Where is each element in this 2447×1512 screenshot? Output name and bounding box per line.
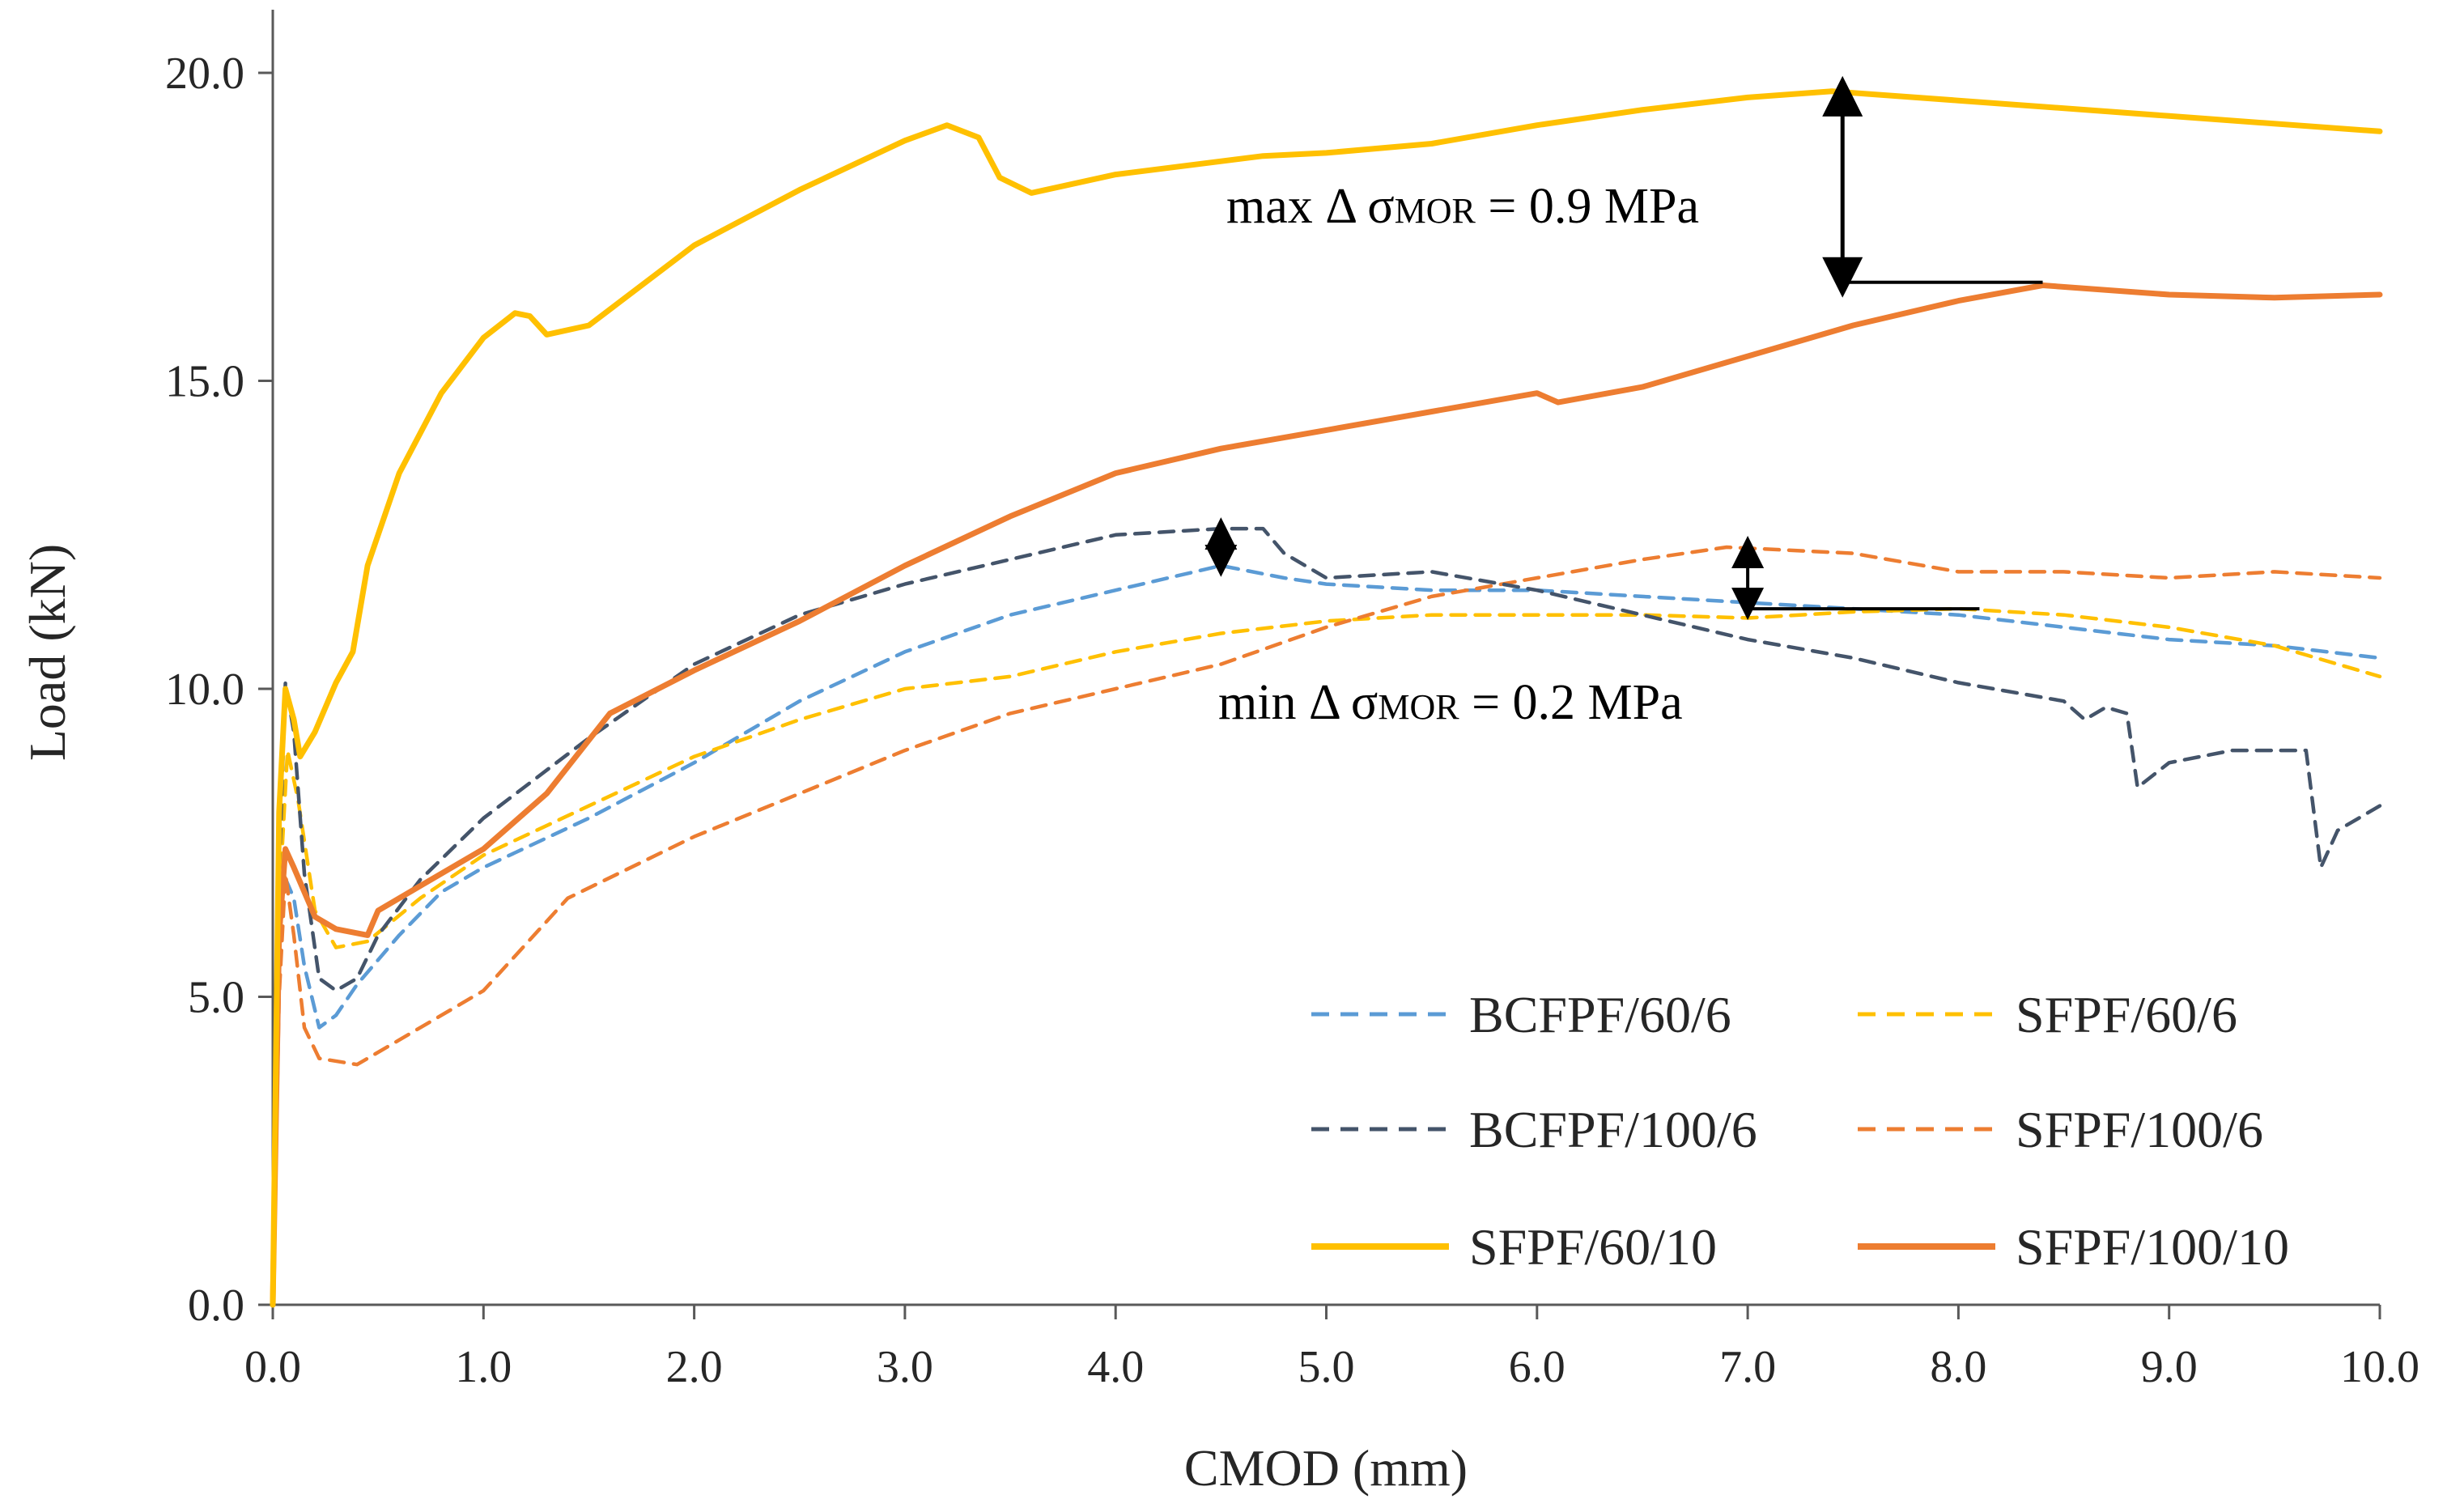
- max-delta-label-sub: MOR: [1395, 191, 1476, 231]
- x-tick-label: 1.0: [455, 1342, 512, 1392]
- y-tick-label: 0.0: [188, 1281, 244, 1331]
- x-tick-label: 8.0: [1930, 1342, 1986, 1392]
- max-delta-label: max Δ σMOR = 0.9 MPa: [1226, 179, 1699, 234]
- legend-label-sfpf-60-6: SFPF/60/6: [2016, 986, 2237, 1043]
- series-line-sfpf-100-10: [270, 282, 2383, 1308]
- x-tick-label: 3.0: [877, 1342, 933, 1392]
- y-tick-label: 10.0: [165, 665, 244, 715]
- legend-label-sfpf-60-10: SFPF/60/10: [1469, 1218, 1717, 1276]
- legend-label-bcfpf-100-6: BCFPF/100/6: [1469, 1101, 1757, 1158]
- min-delta-label-end: = 0.2 MPa: [1459, 675, 1683, 730]
- y-axis-title: Load (kN): [19, 544, 76, 761]
- y-tick-label: 5.0: [188, 973, 244, 1023]
- x-tick-label: 7.0: [1719, 1342, 1776, 1392]
- series-line-sfpf-60-10: [270, 88, 2383, 1308]
- series-layer: [270, 88, 2383, 1308]
- legend: BCFPF/60/6 SFPF/60/6 BCFPF/100/6 SFPF/10…: [1311, 986, 2289, 1276]
- min-delta-label-main: min Δ σ: [1218, 675, 1378, 730]
- y-ticks: 0.0 5.0 10.0 15.0 20.0: [165, 49, 273, 1331]
- x-tick-label: 0.0: [244, 1342, 301, 1392]
- max-delta-label-end: = 0.9 MPa: [1476, 179, 1699, 234]
- min-delta-label: min Δ σMOR = 0.2 MPa: [1218, 675, 1683, 730]
- x-tick-label: 10.0: [2340, 1342, 2419, 1392]
- y-tick-label: 15.0: [165, 357, 244, 407]
- x-tick-label: 9.0: [2141, 1342, 2198, 1392]
- x-tick-label: 4.0: [1087, 1342, 1144, 1392]
- legend-label-sfpf-100-10: SFPF/100/10: [2016, 1218, 2289, 1276]
- legend-label-bcfpf-60-6: BCFPF/60/6: [1469, 986, 1731, 1043]
- max-delta-label-main: max Δ σ: [1226, 179, 1395, 234]
- x-tick-label: 2.0: [666, 1342, 723, 1392]
- min-delta-label-sub: MOR: [1378, 687, 1459, 727]
- legend-label-sfpf-100-6: SFPF/100/6: [2016, 1101, 2263, 1158]
- y-tick-label: 20.0: [165, 49, 244, 99]
- x-tick-label: 6.0: [1509, 1342, 1565, 1392]
- x-tick-label: 5.0: [1298, 1342, 1355, 1392]
- annotation-layer: max Δ σMOR = 0.9 MPa min Δ σMOR = 0.2 MP…: [1204, 75, 2043, 730]
- series-line-bcfpf-100-6: [270, 526, 2382, 1307]
- x-axis-title: CMOD (mm): [1184, 1439, 1468, 1497]
- series-line-bcfpf-60-6: [270, 563, 2382, 1307]
- series-line-sfpf-100-6: [270, 545, 2382, 1307]
- x-ticks: 0.0 1.0 2.0 3.0 4.0 5.0 6.0 7.0 8.0 9.0 10.0: [244, 1305, 2419, 1392]
